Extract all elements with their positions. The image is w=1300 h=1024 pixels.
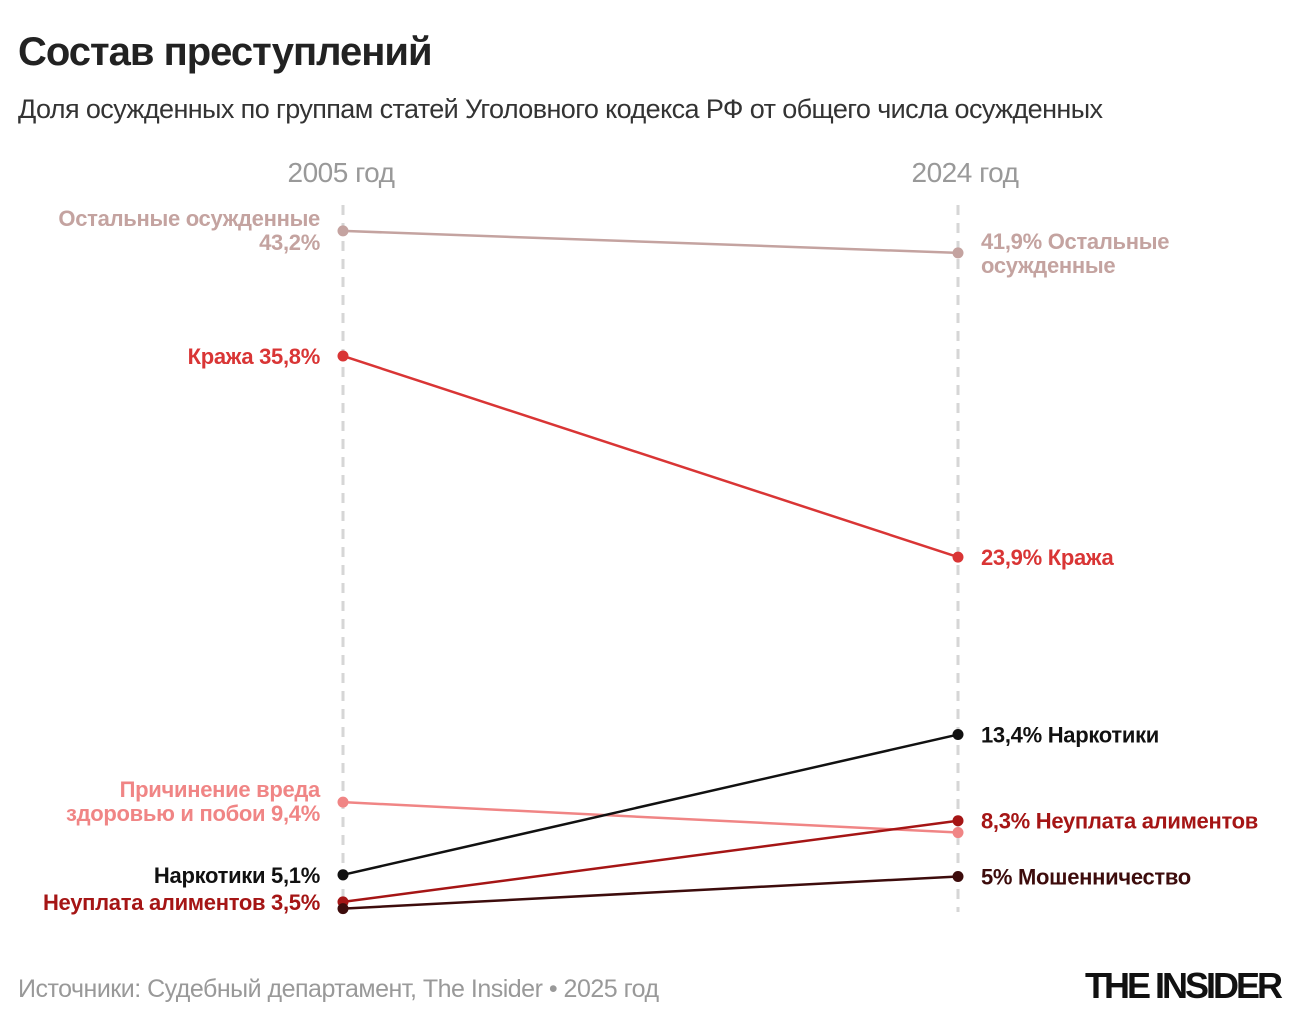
series-label-right: 13,4% Наркотики: [981, 723, 1159, 748]
series-line: [342, 819, 959, 904]
series-point: [337, 869, 349, 881]
series-label-right: 5% Мошенничество: [981, 865, 1191, 890]
series-point: [952, 871, 964, 882]
series-point: [337, 796, 349, 808]
series-line: [342, 800, 959, 834]
series-label-left: 43,2%: [259, 230, 320, 255]
series-line: [342, 733, 959, 877]
series-label-left: Наркотики 5,1%: [154, 863, 320, 888]
series-label-left: Неуплата алиментов 3,5%: [43, 890, 320, 915]
series-point: [952, 551, 964, 563]
series-label-right: осужденные: [981, 253, 1115, 278]
series-point: [952, 815, 964, 827]
year-label: 2005 год: [288, 157, 395, 188]
source-footer: Источники: Судебный департамент, The Ins…: [18, 975, 659, 1003]
series-point: [337, 350, 349, 362]
series-point: [952, 247, 964, 259]
series-line: [342, 229, 959, 255]
chart-title: Состав преступлений: [18, 30, 433, 74]
series-label-left: Остальные осужденные: [58, 206, 320, 231]
series-line: [342, 354, 959, 559]
chart-subtitle: Доля осужденных по группам статей Уголов…: [18, 94, 1103, 124]
series-label-left: здоровью и побои 9,4%: [66, 801, 320, 826]
year-label: 2024 год: [912, 157, 1019, 188]
series-label-left: Кража 35,8%: [188, 344, 320, 369]
series-label-right: 23,9% Кража: [981, 545, 1114, 570]
series-label-right: 41,9% Остальные: [981, 229, 1169, 254]
series-label-left: Причинение вреда: [120, 777, 321, 802]
series-point: [337, 225, 349, 237]
series-point: [952, 729, 964, 741]
series-point: [337, 903, 349, 915]
series-label-right: 8,3% Неуплата алиментов: [981, 809, 1258, 834]
series-line: [342, 875, 959, 910]
the-insider-logo: THE INSIDER: [1084, 965, 1283, 1006]
series-point: [952, 827, 964, 839]
